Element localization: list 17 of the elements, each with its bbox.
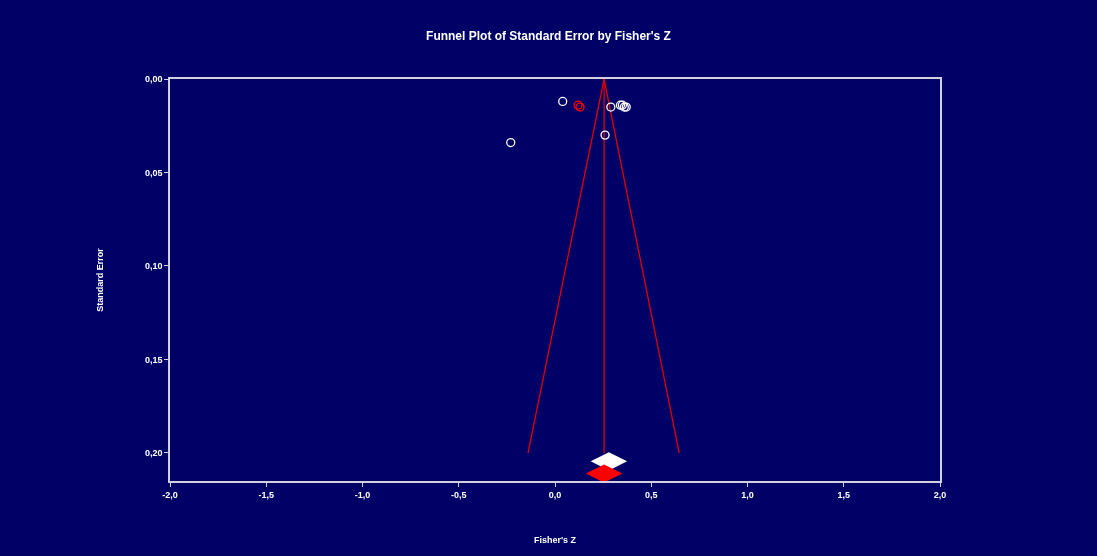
x-tick-label: 0,0 bbox=[548, 489, 562, 500]
y-tick-label: 0,15 bbox=[144, 354, 163, 365]
y-tick-label: 0,00 bbox=[144, 74, 163, 85]
x-axis-title: Fisher's Z bbox=[533, 534, 577, 545]
y-tick-label: 0,10 bbox=[144, 261, 163, 272]
x-tick-label: -0,5 bbox=[450, 489, 467, 500]
x-tick-label: -1,5 bbox=[258, 489, 275, 500]
x-tick-label: 0,5 bbox=[644, 489, 658, 500]
x-tick-label: -2,0 bbox=[162, 489, 178, 500]
y-tick-label: 0,20 bbox=[144, 448, 163, 459]
y-axis-title: Standard Error bbox=[94, 247, 105, 312]
x-tick-label: 2,0 bbox=[933, 489, 947, 500]
x-tick-label: -1,0 bbox=[354, 489, 371, 500]
x-tick-label: 1,5 bbox=[837, 489, 851, 500]
chart-title: Funnel Plot of Standard Error by Fisher's Z bbox=[426, 29, 671, 44]
y-tick-label: 0,05 bbox=[144, 167, 163, 178]
x-tick-label: 1,0 bbox=[741, 489, 754, 500]
